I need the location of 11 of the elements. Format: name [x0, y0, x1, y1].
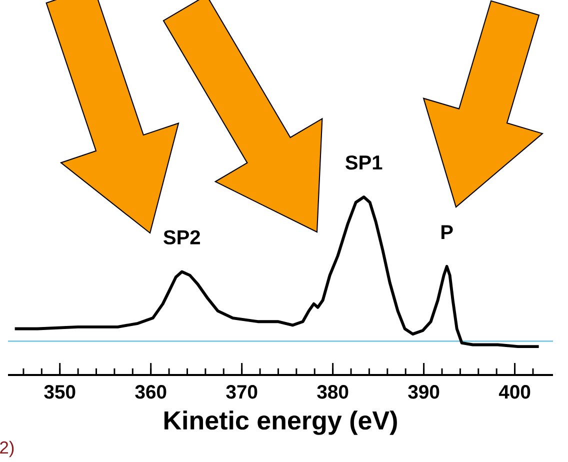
annotation: SP2 — [164, 230, 200, 244]
text: 2) — [0, 440, 14, 458]
annotation: SP1 — [346, 155, 382, 170]
x-tick-label: 360 — [135, 385, 166, 399]
x-tick-label: 390 — [408, 385, 440, 399]
x-tick-label: 370 — [226, 385, 258, 399]
x-tick-label: 350 — [44, 385, 76, 399]
x-tick-label: 400 — [498, 385, 530, 399]
x-axis-title: Kinetic energy (eV) — [164, 410, 397, 435]
annotation: P — [441, 225, 453, 240]
x-tick-label: 380 — [317, 385, 348, 399]
